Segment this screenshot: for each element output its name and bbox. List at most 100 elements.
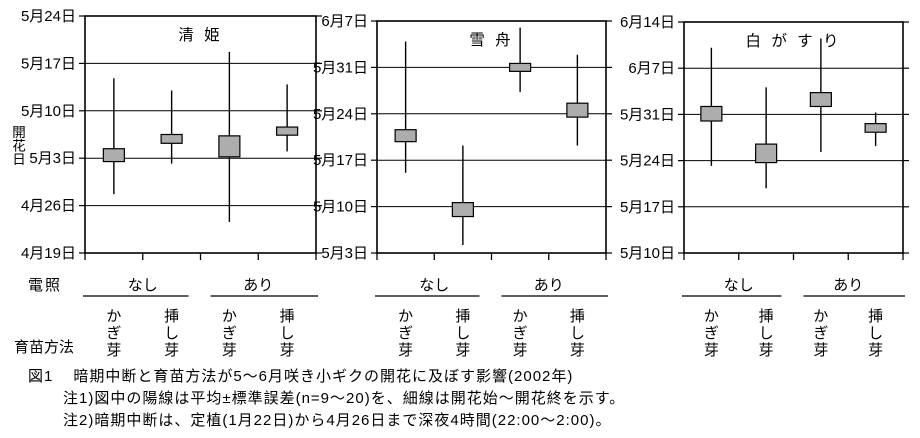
y-tick-label: 6月7日	[321, 13, 368, 30]
errorbar-なし-かぎ芽	[700, 47, 723, 166]
y-tick-label: 5月17日	[620, 199, 675, 216]
row-label-seedling-method: 育苗方法	[14, 339, 74, 356]
lighting-group-ari: あり	[243, 277, 273, 294]
errorbar-あり-挿し芽	[566, 54, 589, 146]
errorbar-あり-かぎ芽	[809, 38, 832, 153]
lighting-group-ari: あり	[534, 277, 564, 294]
mean-se-box	[160, 133, 183, 144]
mean-se-box	[218, 135, 241, 158]
figure-note-2: 注2)暗期中断は、定植(1月22日)から4月26日まで深夜4時間(22:00～2…	[63, 412, 612, 429]
method-label-char: か	[106, 308, 121, 325]
method-label-char: 芽	[280, 342, 295, 359]
mean-se-box	[276, 126, 299, 136]
method-label: 挿し芽	[455, 308, 470, 359]
errorbar-なし-かぎ芽	[102, 78, 125, 195]
method-label-char: 芽	[759, 342, 774, 359]
y-tick-label: 5月24日	[21, 8, 76, 25]
lighting-group-nashi: なし	[419, 277, 449, 294]
method-label-char: 挿	[759, 308, 774, 325]
method-label-char: 芽	[398, 342, 413, 359]
method-label-char: か	[398, 308, 413, 325]
errorbar-なし-挿し芽	[160, 90, 183, 164]
method-label-char: ぎ	[398, 325, 413, 342]
panel-3: 6月14日 6月7日 5月31日 5月24日 5月17日 5月10日 白 が す りなし あり…	[620, 14, 909, 359]
method-label-char: 挿	[570, 308, 585, 325]
mean-se-box	[700, 105, 723, 122]
figure-caption: 図1 暗期中断と育苗方法が5～6月咲き小ギクの開花に及ぼす影響(2002年) 注1…	[28, 366, 625, 432]
lighting-group-nashi: なし	[128, 277, 158, 294]
method-label-char: か	[704, 308, 719, 325]
method-label-char: し	[280, 325, 295, 342]
method-label-char: し	[455, 325, 470, 342]
row-label-lighting: 電照	[28, 277, 62, 294]
method-label-char: ぎ	[513, 325, 528, 342]
y-axis-title-char: 開	[12, 125, 26, 140]
caption-title-line: 図1 暗期中断と育苗方法が5～6月咲き小ギクの開花に及ぼす影響(2002年)	[28, 366, 625, 388]
method-label-char: 芽	[813, 342, 828, 359]
figure-label: 図1	[28, 368, 54, 385]
y-tick-label: 4月26日	[21, 198, 76, 215]
y-tick-label: 5月24日	[313, 106, 368, 123]
figure-note-1: 注1)図中の陽線は平均±標準誤差(n=9～20)を、細線は開花始～開花終を示す。	[63, 390, 626, 407]
lighting-group-nashi: なし	[724, 277, 754, 294]
y-tick-label: 5月31日	[313, 59, 368, 76]
method-label-char: ぎ	[222, 325, 237, 342]
method-label-char: か	[222, 308, 237, 325]
y-axis-title: 開花日	[12, 125, 26, 167]
y-tick-label: 5月17日	[21, 55, 76, 72]
method-label-char: 挿	[868, 308, 883, 325]
figure-title: 暗期中断と育苗方法が5～6月咲き小ギクの開花に及ぼす影響(2002年)	[73, 368, 574, 385]
errorbar-あり-かぎ芽	[218, 51, 241, 222]
mean-se-box	[509, 62, 532, 72]
method-label-char: 芽	[513, 342, 528, 359]
y-tick-label: 5月24日	[620, 153, 675, 170]
y-tick-label: 5月17日	[313, 152, 368, 169]
method-label-char: ぎ	[704, 325, 719, 342]
errorbar-なし-挿し芽	[451, 145, 474, 246]
errorbar-あり-挿し芽	[864, 112, 887, 147]
method-label-char: 芽	[704, 342, 719, 359]
mean-se-box	[566, 102, 589, 118]
y-tick-label: 5月31日	[620, 106, 675, 123]
errorbar-なし-挿し芽	[755, 87, 778, 189]
mean-se-box	[102, 148, 125, 163]
method-label: 挿し芽	[868, 308, 883, 359]
y-tick-label: 5月10日	[21, 103, 76, 120]
method-label: かぎ芽	[513, 308, 528, 359]
method-label-char: 挿	[455, 308, 470, 325]
method-label: 挿し芽	[164, 308, 179, 359]
method-label-char: か	[513, 308, 528, 325]
method-label: かぎ芽	[704, 308, 719, 359]
method-label: かぎ芽	[813, 308, 828, 359]
y-tick-label: 6月14日	[620, 14, 675, 31]
y-tick-label: 4月19日	[21, 245, 76, 262]
mean-se-box	[451, 202, 474, 218]
method-label: 挿し芽	[570, 308, 585, 359]
method-label-char: 芽	[455, 342, 470, 359]
method-label: かぎ芽	[398, 308, 413, 359]
method-label-char: 芽	[106, 342, 121, 359]
mean-se-box	[864, 123, 887, 133]
method-label-char: し	[868, 325, 883, 342]
y-tick-label: 5月3日	[29, 150, 76, 167]
y-tick-label: 5月10日	[620, 245, 675, 262]
mean-se-box	[809, 92, 832, 108]
panel-title: 白 が す り	[746, 32, 842, 50]
panel-title: 雪 舟	[469, 31, 513, 49]
method-label-char: し	[759, 325, 774, 342]
method-label-char: か	[813, 308, 828, 325]
mean-se-box	[394, 129, 417, 143]
method-label: 挿し芽	[759, 308, 774, 359]
method-label-char: 芽	[868, 342, 883, 359]
method-label-char: ぎ	[813, 325, 828, 342]
lighting-group-ari: あり	[833, 277, 863, 294]
method-label: 挿し芽	[280, 308, 295, 359]
y-axis-title-char: 日	[12, 152, 26, 167]
method-label-char: 挿	[280, 308, 295, 325]
method-label-char: し	[570, 325, 585, 342]
